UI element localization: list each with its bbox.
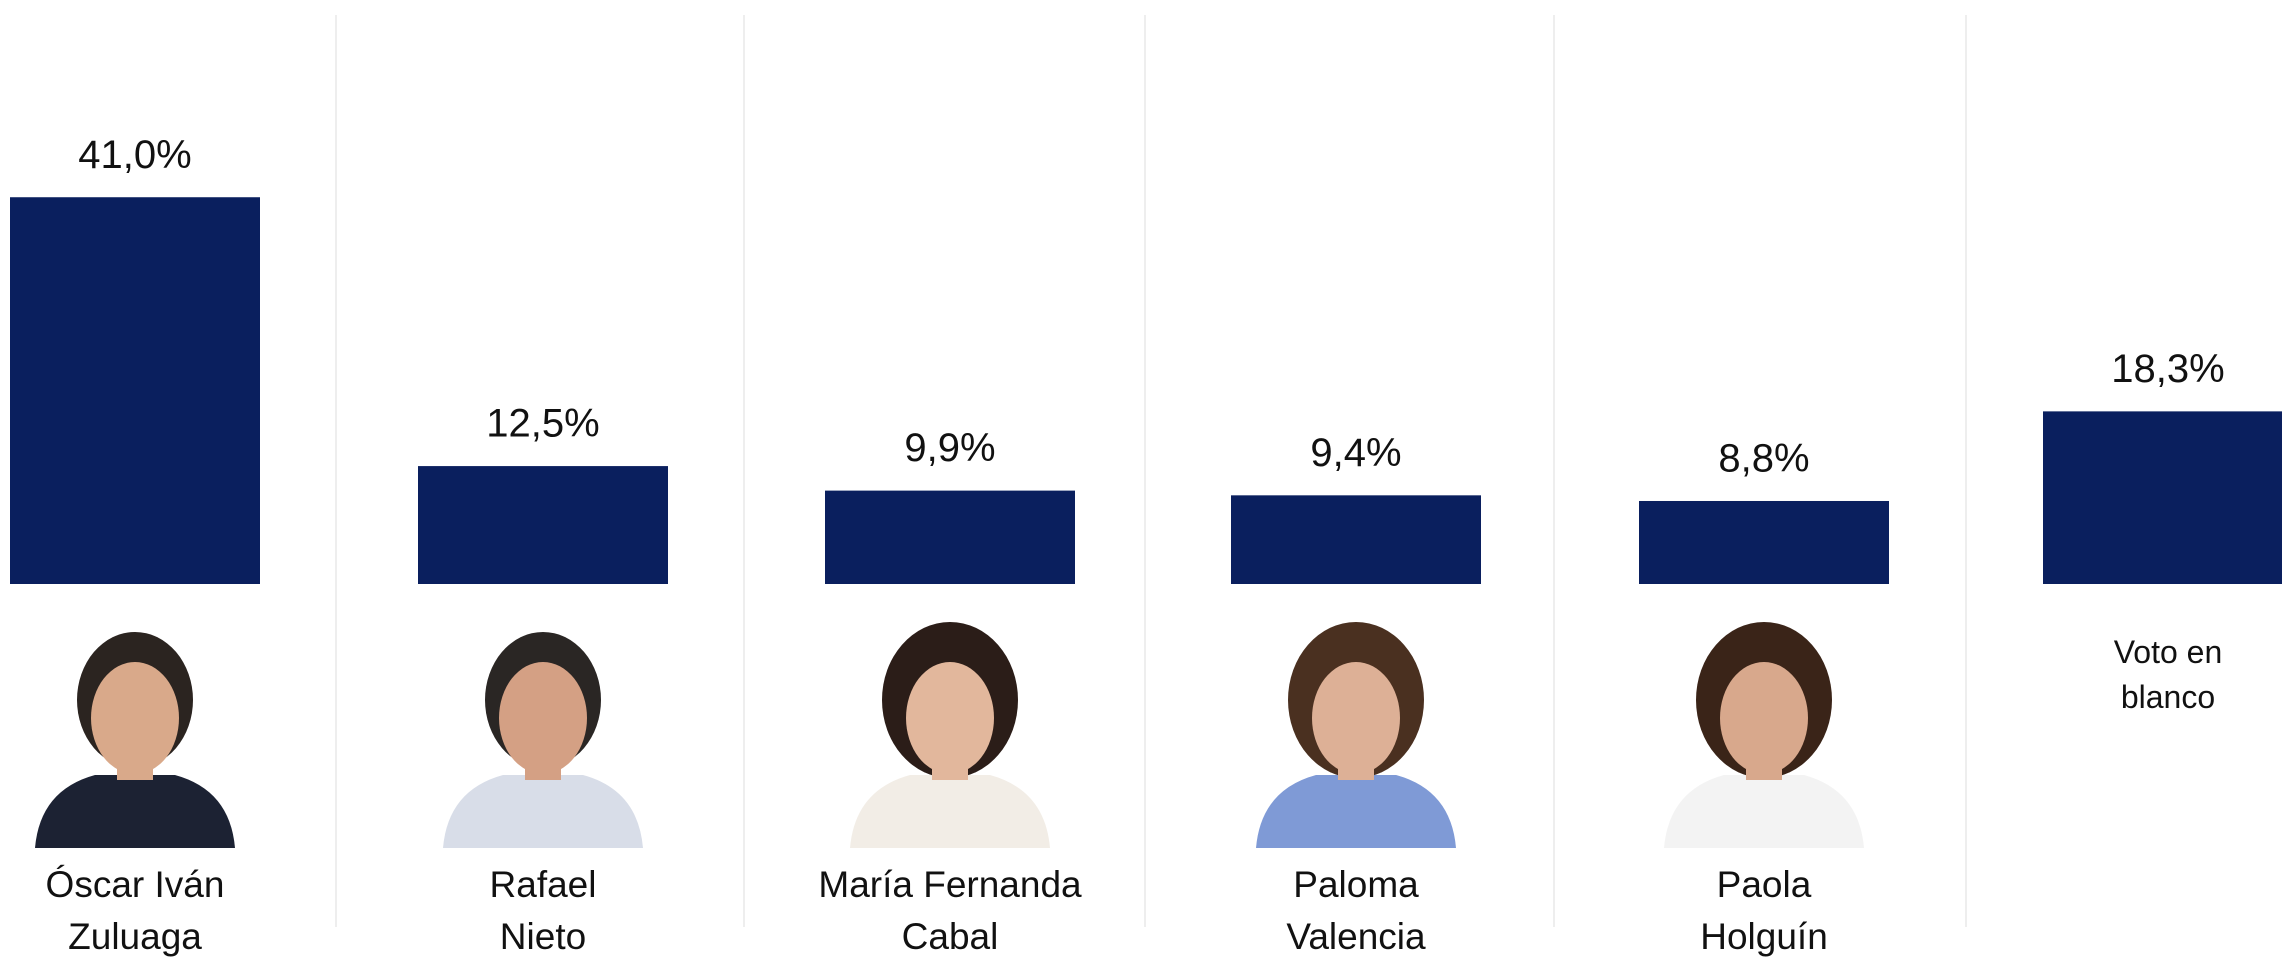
candidate-photo (443, 632, 643, 848)
photo-body (35, 775, 235, 848)
photo-face (906, 662, 994, 774)
category-label: Paloma Valencia (1286, 864, 1426, 957)
label-line: Holguín (1700, 916, 1828, 957)
candidate-photo (1664, 622, 1864, 848)
photo-face (1312, 662, 1400, 774)
candidate-photo (1256, 622, 1456, 848)
label-line: blanco (2121, 679, 2215, 715)
label-line: Paloma (1293, 864, 1419, 905)
label-line: Cabal (902, 916, 999, 957)
bar (1231, 495, 1481, 584)
category-label: María Fernanda Cabal (818, 864, 1082, 957)
label-line: Valencia (1286, 916, 1426, 957)
label-line: María Fernanda (818, 864, 1082, 905)
value-label: 9,4% (1310, 431, 1401, 475)
category-label: Rafael Nieto (490, 864, 597, 957)
label-line: Paola (1717, 864, 1812, 905)
photo-face (1720, 662, 1808, 774)
label-line: Voto en (2114, 634, 2223, 670)
bar (1639, 500, 1889, 584)
category-label: Voto en blanco (2114, 634, 2223, 715)
value-label: 41,0% (78, 133, 191, 177)
bar (2043, 411, 2282, 584)
value-label: 12,5% (486, 402, 599, 446)
bar (418, 466, 668, 584)
label-line: Óscar Iván (46, 864, 225, 905)
candidate-photo (35, 632, 235, 848)
photo-face (499, 662, 587, 774)
category-label: Óscar Iván Zuluaga (46, 864, 225, 957)
value-label: 9,9% (904, 426, 995, 470)
category-label: Paola Holguín (1700, 864, 1828, 957)
label-line: Rafael (490, 864, 597, 905)
photo-body (1256, 775, 1456, 848)
candidate-photo (850, 622, 1050, 848)
value-label: 8,8% (1718, 437, 1809, 481)
photo-face (91, 662, 179, 774)
photo-body (443, 775, 643, 848)
bar (10, 197, 260, 584)
bar (825, 490, 1075, 584)
photo-body (850, 775, 1050, 848)
value-label: 18,3% (2111, 347, 2224, 391)
photo-body (1664, 775, 1864, 848)
label-line: Nieto (500, 916, 586, 957)
label-line: Zuluaga (68, 916, 202, 957)
